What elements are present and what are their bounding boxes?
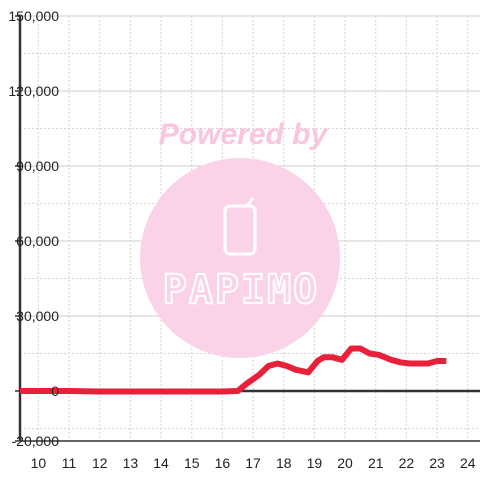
x-tick-label: 22 xyxy=(399,455,415,471)
series xyxy=(19,345,447,395)
x-tick-label: 16 xyxy=(215,455,231,471)
x-tick-label: 13 xyxy=(123,455,139,471)
tick-labels: 150,000 120,000 90,000 60,000 30,000 0 -20,000… xyxy=(8,8,475,471)
x-tick-label: 19 xyxy=(307,455,323,471)
x-tick-label: 17 xyxy=(245,455,261,471)
x-tick-label: 18 xyxy=(276,455,292,471)
x-tick-label: 15 xyxy=(184,455,200,471)
watermark: Powered by PAPIMO xyxy=(140,118,340,358)
y-tick-label: -20,000 xyxy=(12,433,60,449)
y-tick-label: 0 xyxy=(51,383,59,399)
x-tick-label: 20 xyxy=(337,455,353,471)
x-tick-label: 12 xyxy=(92,455,108,471)
watermark-powered-by: Powered by xyxy=(159,118,329,151)
x-tick-label: 11 xyxy=(62,455,77,471)
y-tick-label: 30,000 xyxy=(16,308,59,324)
x-tick-label: 21 xyxy=(368,455,384,471)
x-tick-label: 10 xyxy=(31,455,47,471)
y-tick-label: 150,000 xyxy=(8,8,59,24)
y-tick-label: 60,000 xyxy=(16,233,59,249)
y-tick-label: 90,000 xyxy=(16,158,59,174)
phone-icon xyxy=(223,197,257,256)
x-tick-label: 14 xyxy=(153,455,169,471)
watermark-circle xyxy=(140,158,340,358)
x-tick-label: 23 xyxy=(429,455,445,471)
y-tick-label: 120,000 xyxy=(8,83,59,99)
x-tick-label: 24 xyxy=(460,455,476,471)
watermark-brand: PAPIMO xyxy=(163,267,320,313)
